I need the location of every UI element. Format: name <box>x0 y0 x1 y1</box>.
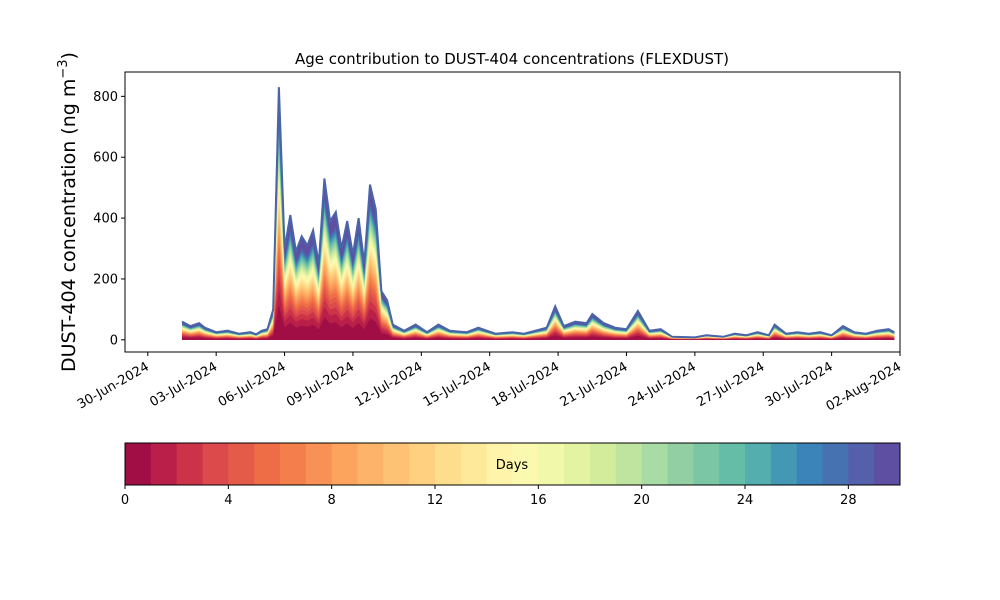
x-tick-label: 02-Aug-2024 <box>824 359 904 414</box>
y-tick-label: 800 <box>93 90 118 105</box>
colorbar-segment <box>796 443 823 485</box>
colorbar-segment <box>150 443 178 485</box>
y-tick-label: 400 <box>93 212 118 227</box>
plot-frame <box>124 71 901 353</box>
colorbar-segment <box>564 443 591 485</box>
colorbar-segment <box>822 443 849 485</box>
colorbar-segment <box>590 443 617 485</box>
colorbar-frame <box>124 442 901 486</box>
y-tick-label: 600 <box>93 151 118 166</box>
colorbar-segment <box>874 443 901 485</box>
colorbar-segment <box>667 443 694 485</box>
y-axis-label: DUST-404 concentration (ng m−3) <box>56 52 80 372</box>
colorbar-segment <box>615 443 643 485</box>
x-tick-label: 24-Jul-2024 <box>626 359 699 410</box>
y-axis-label-sup: −3 <box>56 59 71 78</box>
colorbar-segment <box>331 443 358 485</box>
colorbar-segment <box>254 443 281 485</box>
age-band-0 <box>181 304 895 340</box>
colorbar-segment <box>280 443 307 485</box>
colorbar-segment <box>228 443 255 485</box>
colorbar-segment <box>512 443 539 485</box>
x-tick-label: 03-Jul-2024 <box>147 359 220 410</box>
colorbar-segment <box>719 443 746 485</box>
colorbar-segment <box>383 443 410 485</box>
x-axis: 30-Jun-202403-Jul-202406-Jul-202409-Jul-… <box>75 352 904 415</box>
y-axis: 0 200 400 600 800 <box>93 90 125 348</box>
colorbar-tick-label: 8 <box>328 493 336 508</box>
colorbar-segment <box>745 443 772 485</box>
y-tick-label: 0 <box>110 333 118 348</box>
plot-area <box>181 87 895 340</box>
colorbar-segment <box>409 443 436 485</box>
colorbar-segment <box>641 443 668 485</box>
colorbar-tick-label: 20 <box>633 493 650 508</box>
colorbar-segment <box>538 443 565 485</box>
x-tick-label: 27-Jul-2024 <box>694 359 767 410</box>
colorbar-segment <box>770 443 798 485</box>
colorbar-tick-label: 0 <box>121 493 129 508</box>
x-tick-label: 12-Jul-2024 <box>353 359 426 410</box>
colorbar-tick-label: 16 <box>530 493 547 508</box>
x-tick-label: 15-Jul-2024 <box>421 359 494 410</box>
colorbar-tick-label: 28 <box>840 493 857 508</box>
colorbar-segment <box>202 443 229 485</box>
colorbar-tick-label: 24 <box>737 493 754 508</box>
x-tick-label: 06-Jul-2024 <box>216 359 289 410</box>
colorbar-segment <box>460 443 488 485</box>
x-tick-label: 21-Jul-2024 <box>558 359 631 410</box>
colorbar-segment <box>693 443 720 485</box>
colorbar-segment <box>125 443 152 485</box>
colorbar-segment <box>486 443 513 485</box>
colorbar-segment <box>848 443 875 485</box>
total-line <box>181 87 895 339</box>
colorbar-segment <box>435 443 462 485</box>
y-tick-label: 200 <box>93 272 118 287</box>
colorbar-segment <box>357 443 384 485</box>
y-axis-label-close: ) <box>58 52 80 59</box>
colorbar-label: Days <box>496 458 529 473</box>
chart-title: Age contribution to DUST-404 concentrati… <box>295 50 729 68</box>
colorbar-tick-label: 12 <box>427 493 444 508</box>
colorbar-tick-label: 4 <box>224 493 232 508</box>
x-tick-label: 18-Jul-2024 <box>489 359 562 410</box>
x-tick-label: 30-Jun-2024 <box>75 359 152 412</box>
colorbar-segment <box>176 443 203 485</box>
colorbar: 0 4 8 12 16 20 24 28 <box>121 442 901 508</box>
y-axis-label-main: DUST-404 concentration (ng m <box>58 79 80 372</box>
colorbar-segment <box>305 443 333 485</box>
x-tick-label: 09-Jul-2024 <box>284 359 357 410</box>
